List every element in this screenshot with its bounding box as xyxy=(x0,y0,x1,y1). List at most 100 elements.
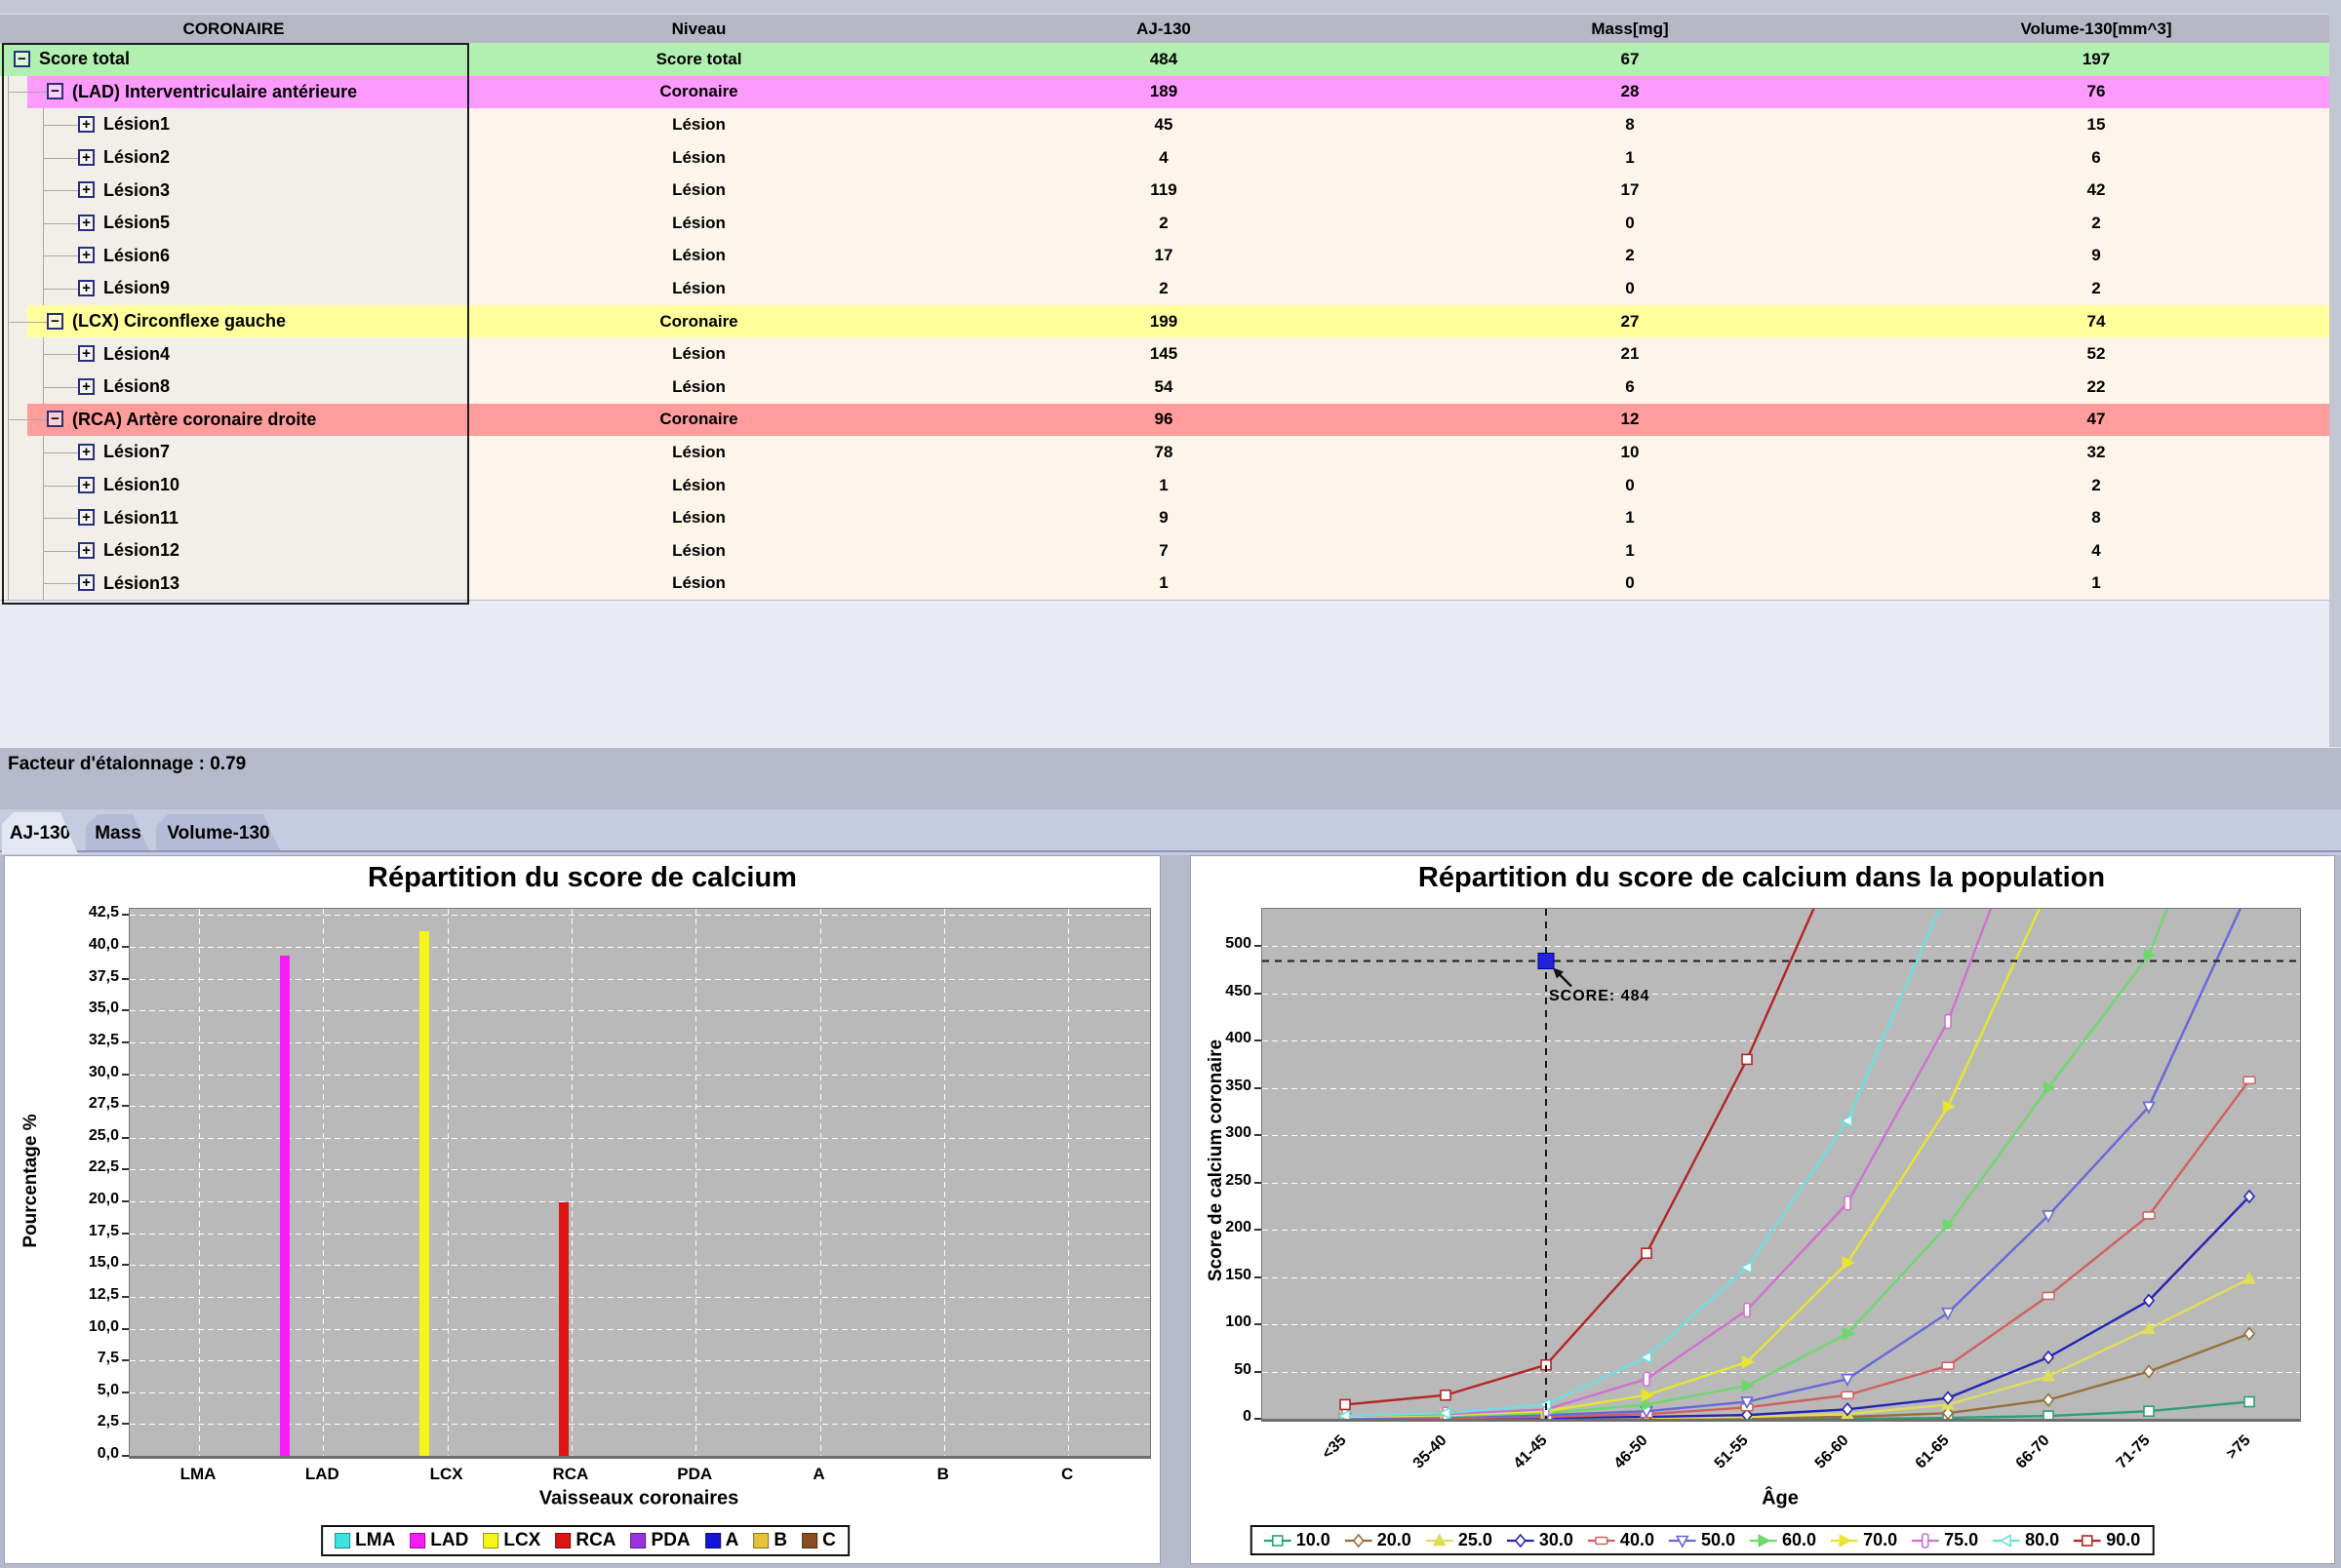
expand-icon[interactable]: + xyxy=(78,542,95,559)
data-cell: 197 xyxy=(1863,43,2329,76)
expand-icon[interactable]: + xyxy=(78,444,95,460)
expand-icon[interactable]: + xyxy=(78,181,95,198)
expand-icon[interactable]: + xyxy=(78,280,95,296)
table-row[interactable]: +Lésion6Lésion1729 xyxy=(0,240,2329,273)
bar-chart-ylabel: Pourcentage % xyxy=(20,1114,42,1247)
collapse-icon[interactable]: − xyxy=(47,313,63,330)
table-row[interactable]: +Lésion12Lésion714 xyxy=(0,534,2329,568)
y-tick-label: 450 xyxy=(1187,983,1251,1000)
expand-icon[interactable]: + xyxy=(78,378,95,395)
legend-swatch-icon xyxy=(335,1533,350,1548)
tree-cell: +Lésion11 xyxy=(0,501,467,534)
legend-item-60.0: 60.0 xyxy=(1750,1530,1816,1550)
tree-line xyxy=(8,141,9,175)
collapse-icon[interactable]: − xyxy=(47,83,63,99)
table-row[interactable]: +Lésion1Lésion45815 xyxy=(0,108,2329,141)
y-tick-mark xyxy=(122,1137,129,1139)
table-row[interactable]: +Lésion2Lésion416 xyxy=(0,141,2329,175)
legend-marker-icon-80.0 xyxy=(1993,1533,2020,1548)
data-cell: 67 xyxy=(1397,43,1863,76)
expand-icon[interactable]: + xyxy=(78,574,95,591)
tree-line xyxy=(43,501,44,534)
cell-value: 2 xyxy=(2091,476,2100,495)
cell-value: 119 xyxy=(1150,180,1176,200)
tree-cell: +Lésion3 xyxy=(0,174,467,207)
collapse-icon[interactable]: − xyxy=(14,51,30,67)
y-tick-mark xyxy=(1254,1323,1261,1325)
table-row[interactable]: +Lésion11Lésion918 xyxy=(0,501,2329,534)
expand-icon[interactable]: + xyxy=(78,149,95,166)
table-row[interactable]: + Lésion4 Lésion 1452152 xyxy=(0,337,2329,371)
x-tick-label: C xyxy=(1023,1465,1111,1484)
column-header-mass-mg-[interactable]: Mass[mg] xyxy=(1397,14,1864,45)
tree-line xyxy=(43,174,44,207)
cell-value: 2 xyxy=(2091,279,2100,298)
x-tick-label: LCX xyxy=(403,1465,491,1484)
tree-row-label: Lésion10 xyxy=(103,475,179,495)
tab-mass[interactable]: Mass xyxy=(86,814,150,852)
line-chart-ylabel: Score de calcium coronaire xyxy=(1206,1039,1227,1281)
tree-cell: −Score total xyxy=(0,43,467,76)
tree-line xyxy=(43,452,78,453)
tab-volume130[interactable]: Volume-130 xyxy=(156,814,281,852)
tree-row-label: Lésion8 xyxy=(103,376,170,397)
cell-value: Lésion xyxy=(672,443,726,462)
expand-icon[interactable]: + xyxy=(78,247,95,263)
cell-value: Lésion xyxy=(672,344,726,364)
table-row[interactable]: −(RCA) Artère coronaire droiteCoronaire9… xyxy=(0,404,2329,437)
data-cell: 119 xyxy=(931,174,1397,207)
column-header-niveau[interactable]: Niveau xyxy=(467,14,932,45)
expand-icon[interactable]: + xyxy=(78,215,95,231)
tree-cell: + Lésion10 xyxy=(0,469,467,502)
data-cell: 2 xyxy=(1863,469,2329,502)
table-row[interactable]: +Lésion7Lésion781032 xyxy=(0,436,2329,469)
bar-rca xyxy=(559,1202,569,1456)
tree-line xyxy=(8,337,9,371)
table-row[interactable]: −(LAD) Interventriculaire antérieureCoro… xyxy=(0,76,2329,109)
tree-cell: +Lésion9 xyxy=(0,272,467,305)
score-marker xyxy=(1538,954,1554,969)
tab-aj130[interactable]: AJ-130 xyxy=(2,812,78,854)
data-cell: 145 xyxy=(931,337,1397,371)
table-row[interactable]: −(LCX) Circonflexe gaucheCoronaire199277… xyxy=(0,305,2329,338)
table-row[interactable]: + Lésion10Lésion10 2 xyxy=(0,469,2329,502)
legend-item-20.0: 20.0 xyxy=(1345,1530,1411,1550)
tree-line xyxy=(8,436,9,469)
table-row[interactable]: +Lésion13Lésion101 xyxy=(0,568,2329,601)
table-row[interactable]: +Lésion9Lésion202 xyxy=(0,272,2329,305)
data-cell: 21 xyxy=(1397,337,1863,371)
collapse-icon[interactable]: − xyxy=(47,411,63,427)
legend-marker-icon-30.0 xyxy=(1507,1533,1534,1548)
legend-item-lcx: LCX xyxy=(483,1530,540,1551)
tree-row-label: Lésion4 xyxy=(103,344,170,365)
table-row[interactable]: +Lésion3Lésion1191742 xyxy=(0,174,2329,207)
y-tick-label: 5,0 xyxy=(55,1382,119,1399)
data-cell: 52 xyxy=(1863,337,2329,371)
cell-value: 484 xyxy=(1150,50,1177,69)
expand-icon[interactable]: + xyxy=(78,509,95,526)
expand-icon[interactable]: + xyxy=(78,345,95,362)
tree-line xyxy=(43,534,44,568)
table-row[interactable]: +Lésion8Lésion54622 xyxy=(0,371,2329,404)
column-header-aj-130[interactable]: AJ-130 xyxy=(931,14,1398,45)
cell-value: Lésion xyxy=(672,180,726,200)
tree-line xyxy=(43,354,78,355)
cell-value: 45 xyxy=(1155,115,1173,135)
expand-icon[interactable]: + xyxy=(78,116,95,133)
column-header-coronaire[interactable]: CORONAIRE xyxy=(0,14,468,45)
cell-value: 17 xyxy=(1621,180,1640,200)
y-tick-label: 42,5 xyxy=(55,904,119,921)
tree-line xyxy=(8,534,9,568)
table-row[interactable]: +Lésion5Lésion202 xyxy=(0,207,2329,240)
legend-item-pda: PDA xyxy=(631,1530,691,1551)
tree-line xyxy=(43,289,78,290)
y-tick-label: 7,5 xyxy=(55,1350,119,1367)
tree-cell: +Lésion7 xyxy=(0,436,467,469)
column-header-volume-130-mm-3-[interactable]: Volume-130[mm^3] xyxy=(1863,14,2330,45)
expand-icon[interactable]: + xyxy=(78,477,95,493)
x-tick-label: PDA xyxy=(651,1465,738,1484)
cell-value: Lésion xyxy=(672,377,726,397)
legend-label: 30.0 xyxy=(1539,1530,1573,1550)
data-cell: Lésion xyxy=(467,141,931,175)
table-row[interactable]: −Score totalScore total48467197 xyxy=(0,43,2329,76)
